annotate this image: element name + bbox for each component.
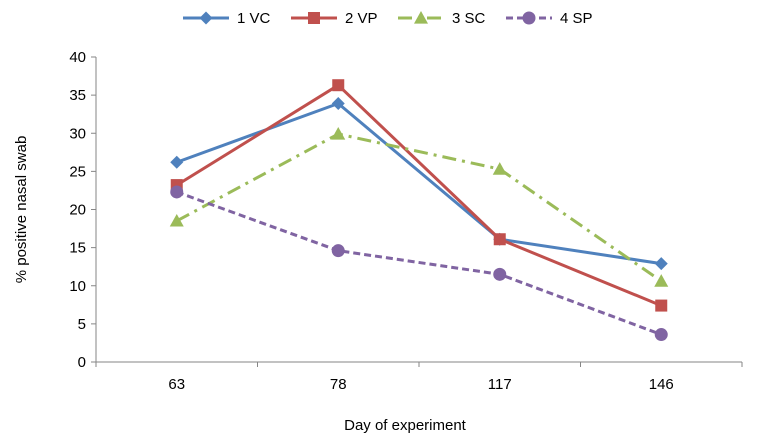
- x-tick-label: 146: [649, 376, 674, 393]
- legend-label: 3 SC: [452, 10, 486, 27]
- data-point: [493, 233, 506, 246]
- data-point: [170, 155, 184, 169]
- x-axis-title: Day of experiment: [344, 417, 467, 434]
- y-tick-label: 0: [78, 354, 86, 371]
- data-point: [331, 244, 345, 258]
- data-point: [331, 97, 345, 111]
- legend-item: 3 SC: [398, 10, 486, 27]
- legend-item: 2 VP: [291, 10, 378, 27]
- y-tick-label: 10: [69, 278, 86, 295]
- y-tick-label: 15: [69, 240, 86, 257]
- data-point: [492, 162, 507, 175]
- data-point: [332, 79, 345, 92]
- data-point: [331, 127, 346, 140]
- legend: 1 VC 2 VP 3 SC 4 SP: [183, 10, 593, 27]
- series-2: [170, 79, 668, 312]
- series-4: [170, 185, 668, 342]
- legend-marker: [414, 11, 428, 24]
- series-3: [169, 127, 669, 287]
- legend-label: 2 VP: [345, 10, 378, 27]
- data-point: [169, 213, 184, 227]
- series-group: [169, 79, 669, 342]
- data-point: [655, 299, 668, 312]
- series-line: [176, 102, 662, 266]
- y-tick-label: 5: [78, 316, 86, 333]
- legend-item: 1 VC: [183, 10, 271, 27]
- x-tick-label: 117: [488, 376, 512, 393]
- legend-marker: [308, 12, 320, 24]
- x-tick-label: 63: [168, 376, 185, 393]
- data-point: [654, 328, 668, 342]
- data-point: [170, 185, 184, 199]
- legend-item: 4 SP: [506, 10, 593, 27]
- series-1: [170, 97, 668, 271]
- y-tick-label: 20: [69, 202, 86, 219]
- y-tick-label: 40: [69, 49, 86, 66]
- data-point: [493, 267, 507, 281]
- series-line: [176, 190, 662, 336]
- data-point: [654, 274, 669, 287]
- data-point: [654, 257, 668, 271]
- y-axis-title: % positive nasal swab: [13, 136, 30, 284]
- y-tick-label: 25: [69, 163, 86, 180]
- legend-marker: [522, 11, 536, 25]
- y-tick-label: 35: [69, 87, 86, 104]
- axes: 0 5 10 15 20 25 30 35 40 63 78 117 146: [69, 49, 743, 393]
- legend-label: 1 VC: [237, 10, 271, 27]
- series-line: [176, 132, 663, 283]
- series-line: [175, 83, 662, 307]
- x-tick-label: 78: [330, 376, 347, 393]
- legend-marker: [199, 11, 213, 25]
- legend-label: 4 SP: [560, 10, 593, 27]
- y-tick-label: 30: [69, 125, 86, 142]
